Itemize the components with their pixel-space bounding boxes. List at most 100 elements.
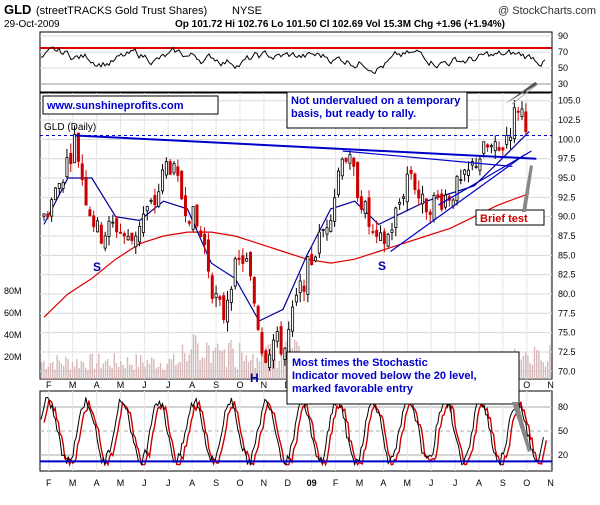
stochastic-arrow	[512, 402, 531, 452]
rally-arrow	[505, 82, 538, 104]
candle-body	[218, 296, 222, 300]
candle-body	[390, 229, 394, 233]
price-tick-label: 87.5	[558, 231, 576, 241]
candle-body	[180, 170, 184, 200]
volume-bar	[82, 362, 85, 379]
stochastic-tick-label: 50	[558, 426, 568, 436]
candle-body	[398, 202, 402, 205]
candle-body	[157, 191, 161, 207]
price-tick-label: 105.0	[558, 96, 581, 106]
stochastic-axis: 80 50 20	[558, 402, 568, 460]
candle-body	[405, 173, 409, 203]
candle-body	[73, 134, 77, 164]
candle-body	[283, 347, 287, 360]
volume-bar	[168, 358, 170, 379]
month-tick-label: M	[117, 380, 125, 390]
candle-body	[134, 235, 138, 248]
candle-body	[363, 201, 367, 214]
volume-bar	[104, 361, 107, 379]
candle-body	[107, 220, 111, 237]
candle-body	[298, 280, 302, 293]
volume-bar	[144, 366, 146, 379]
volume-bar	[258, 361, 261, 379]
stochastic-note-box	[286, 351, 520, 405]
rally-arrow-edge	[511, 83, 539, 105]
volume-bar	[247, 362, 250, 379]
brief-test-box	[475, 209, 545, 226]
volume-bar	[148, 363, 151, 379]
moving-average-slow	[43, 192, 530, 318]
volume-bar	[533, 346, 536, 379]
volume-bar	[210, 362, 212, 379]
candle-body	[161, 169, 165, 192]
volume-bar	[221, 351, 223, 379]
stochastic-lines	[40, 396, 552, 467]
volume-tick-label: 80M	[4, 286, 22, 296]
volume-bar	[547, 361, 549, 379]
volume-bar	[162, 369, 164, 379]
volume-bar	[520, 359, 522, 379]
volume-bar	[197, 343, 199, 379]
volume-bar	[549, 345, 551, 379]
candle-body	[233, 258, 237, 287]
candle-body	[501, 147, 505, 151]
trendline	[75, 134, 537, 160]
candle-body	[84, 177, 88, 206]
volume-bar	[109, 365, 111, 379]
credit-label: @ StockCharts.com	[498, 5, 596, 17]
volume-bar	[245, 355, 247, 379]
volume-bar	[234, 367, 236, 379]
volume-bar	[201, 357, 203, 379]
candle-body	[524, 111, 528, 132]
candle-body	[199, 230, 203, 238]
volume-bar	[120, 361, 122, 379]
candle-body	[356, 161, 360, 199]
volume-bar	[96, 363, 98, 379]
candle-body	[336, 170, 340, 195]
candle-body	[42, 213, 46, 217]
candle-body	[176, 166, 180, 176]
candle-body	[226, 299, 230, 323]
volume-bar	[538, 351, 540, 379]
candle-body	[325, 227, 329, 235]
candle-body	[88, 209, 92, 217]
candle-body	[69, 153, 73, 164]
volume-bar	[184, 353, 186, 379]
volume-bar	[236, 369, 239, 379]
volume-bar	[157, 366, 159, 379]
volume-bar	[206, 342, 208, 379]
month-tick-label: J	[166, 478, 171, 488]
volume-bar	[100, 367, 102, 379]
volume-bar	[131, 364, 133, 379]
month-tick-label: A	[380, 478, 386, 488]
brief-test-arrow	[522, 165, 533, 212]
volume-bar	[241, 352, 243, 379]
candle-body	[118, 231, 122, 234]
volume-bar	[199, 360, 201, 379]
volume-bar	[175, 365, 177, 379]
candle-body	[279, 326, 283, 355]
volume-bar	[111, 367, 113, 379]
candle-body	[65, 157, 69, 178]
price-tick-label: 77.5	[558, 308, 576, 318]
volume-bar	[228, 342, 230, 379]
candle-body	[195, 204, 199, 227]
volume-bar	[239, 343, 241, 379]
price-tick-label: 95.0	[558, 173, 576, 183]
candle-body	[367, 197, 371, 227]
candle-body	[428, 211, 432, 215]
month-tick-label: A	[189, 380, 195, 390]
rally-note: Not undervalued on a temporary basis, but…	[291, 95, 461, 120]
candle-body	[115, 218, 119, 233]
stochastic-tick-label: 20	[558, 450, 568, 460]
candle-body	[275, 331, 279, 342]
candle-body	[237, 257, 241, 260]
volume-bar	[65, 356, 67, 379]
month-tick-label: A	[94, 380, 100, 390]
candle-body	[382, 231, 386, 244]
candle-body	[92, 215, 96, 228]
volume-bar	[71, 362, 74, 379]
candle-body	[497, 147, 501, 151]
candle-body	[417, 189, 421, 199]
candle-body	[172, 163, 176, 174]
